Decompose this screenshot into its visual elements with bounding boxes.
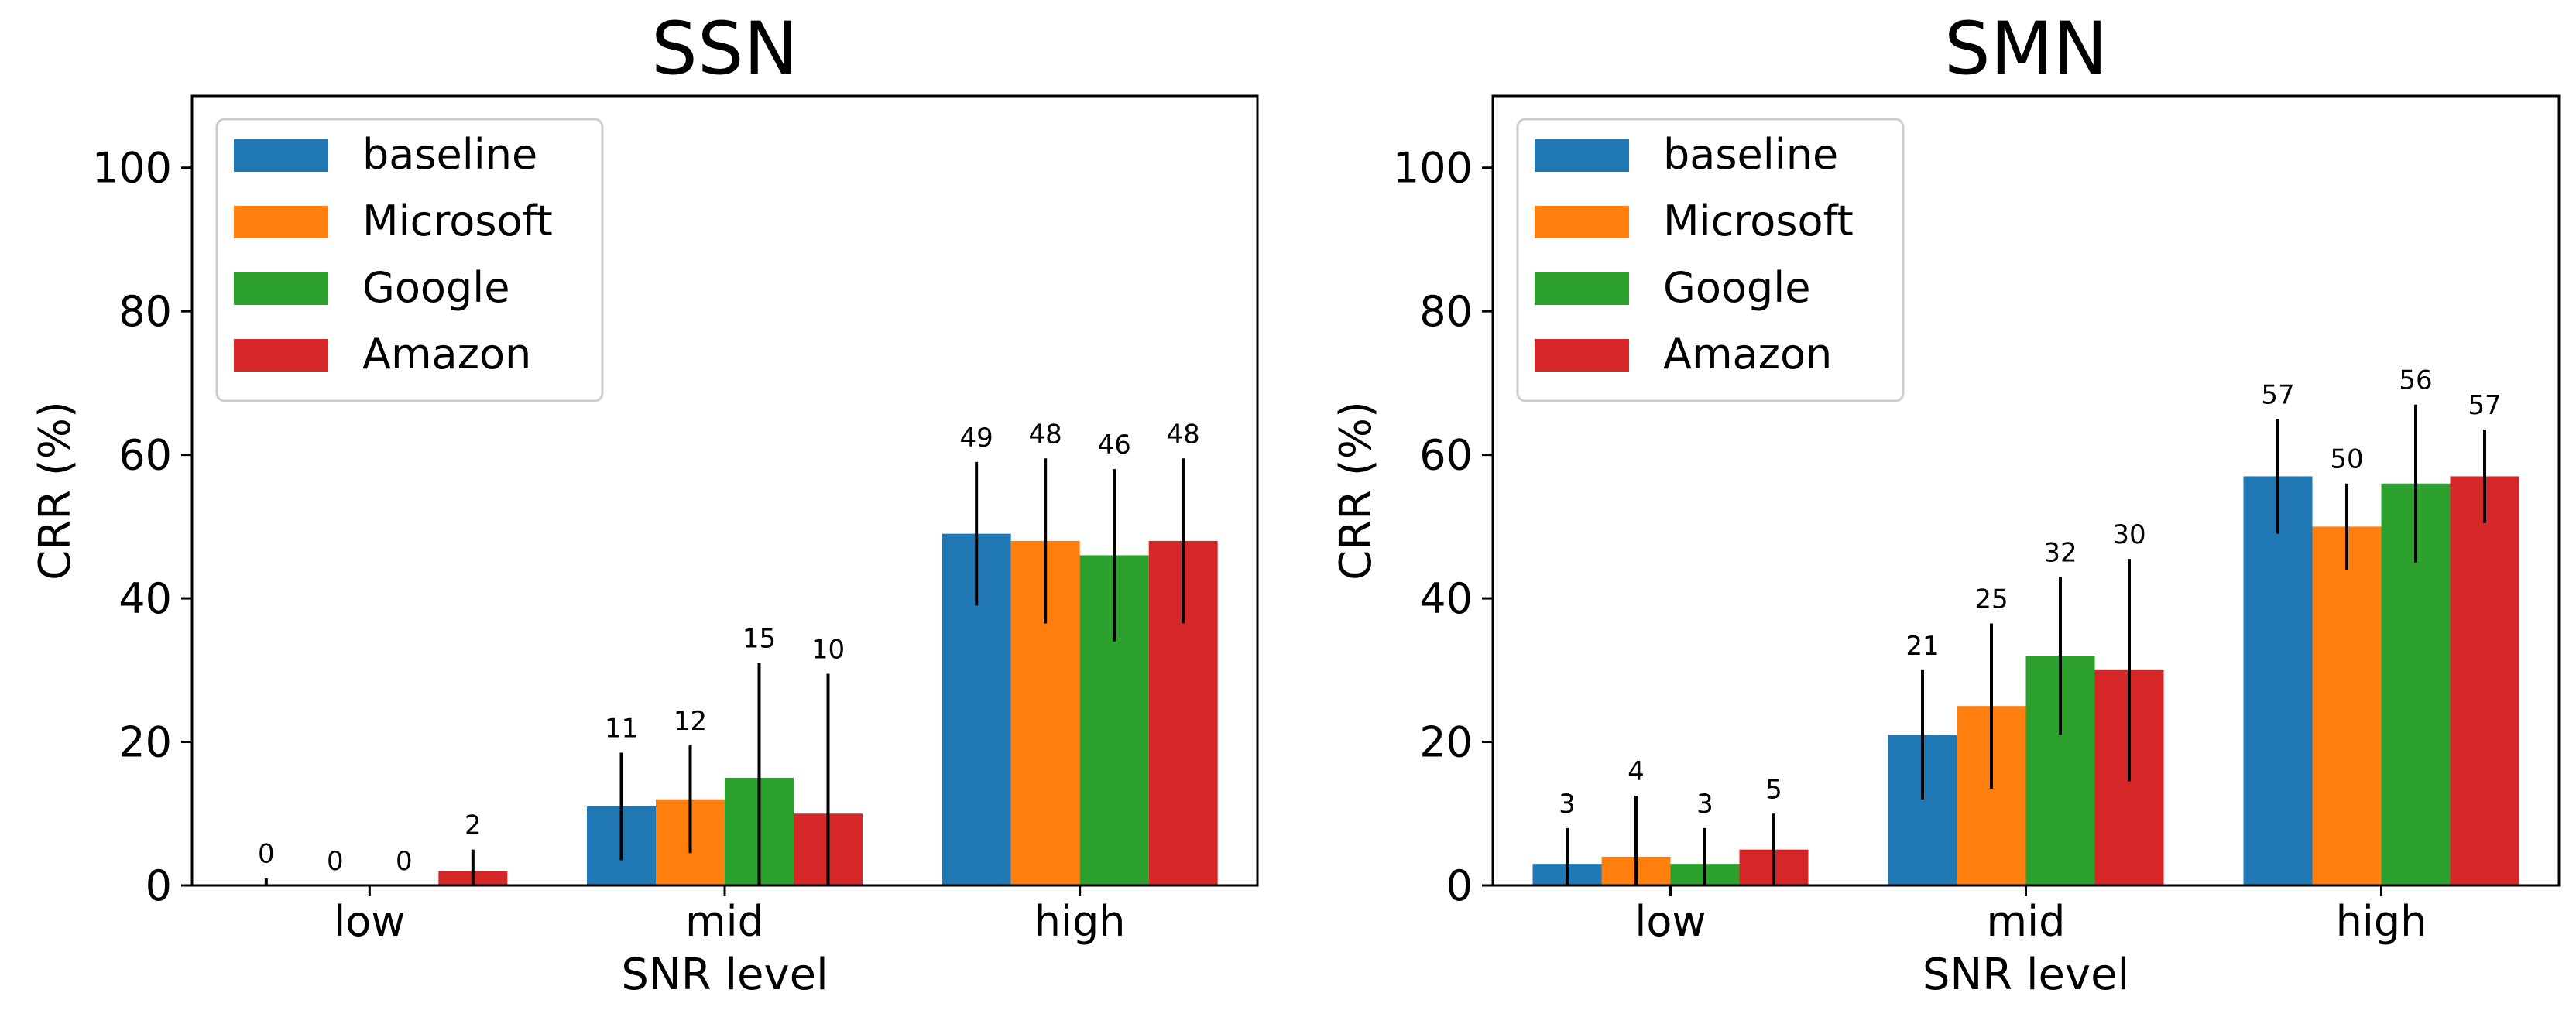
y-tick-label: 0 xyxy=(146,861,172,910)
data-label-baseline-high: 57 xyxy=(2261,379,2294,410)
data-label-google-mid: 15 xyxy=(743,624,776,655)
y-tick-label: 20 xyxy=(1419,718,1473,767)
data-label-microsoft-low: 0 xyxy=(327,846,344,877)
legend-box xyxy=(1516,118,1905,402)
chart-title: SMN xyxy=(1944,7,2108,91)
x-tick-label-low: low xyxy=(334,897,405,946)
x-tick-label-mid: mid xyxy=(685,897,764,946)
data-label-microsoft-high: 50 xyxy=(2330,444,2363,475)
legend-label-amazon: Amazon xyxy=(1663,330,1832,378)
data-label-amazon-high: 57 xyxy=(2468,390,2501,421)
y-tick-label: 100 xyxy=(1393,144,1473,193)
y-tick-label: 80 xyxy=(1419,287,1473,336)
data-label-baseline-mid: 11 xyxy=(605,713,638,744)
data-label-microsoft-mid: 12 xyxy=(674,706,707,737)
legend-label-google: Google xyxy=(1663,263,1810,312)
chart-panel-ssn: 0 11 49 0 12 48 0 15 46 2 10 48 0 20 40 60 80 100 low mid hi… xyxy=(30,7,1259,1000)
legend-swatch-baseline xyxy=(234,139,328,172)
x-axis-label: SNR level xyxy=(1923,950,2129,1000)
legend-swatch-google xyxy=(234,272,328,305)
x-tick-label-high: high xyxy=(2336,897,2427,946)
data-label-google-mid: 32 xyxy=(2043,537,2077,568)
legend-label-microsoft: Microsoft xyxy=(362,197,553,245)
y-tick-label: 60 xyxy=(1419,431,1473,480)
legend-box xyxy=(215,118,604,402)
data-label-baseline-low: 0 xyxy=(258,839,275,870)
chart-title: SSN xyxy=(651,7,798,91)
data-label-microsoft-high: 48 xyxy=(1029,419,1062,450)
data-label-google-high: 56 xyxy=(2399,365,2432,396)
legend-label-baseline: baseline xyxy=(1663,130,1838,179)
x-axis-label: SNR level xyxy=(621,950,828,1000)
data-label-amazon-low: 5 xyxy=(1765,774,1782,805)
chart-panel-smn: 3 21 57 4 25 50 3 32 56 5 30 57 0 20 40 60 80 100 low mid hi… xyxy=(1331,7,2561,1000)
data-label-amazon-mid: 10 xyxy=(811,634,845,665)
legend-swatch-microsoft xyxy=(234,206,328,238)
data-label-amazon-high: 48 xyxy=(1167,419,1200,450)
legend-label-microsoft: Microsoft xyxy=(1663,197,1854,245)
y-axis-label: CRR (%) xyxy=(30,401,81,580)
bar-microsoft-high xyxy=(2312,526,2382,885)
x-tick-label-low: low xyxy=(1634,897,1706,946)
data-label-google-low: 3 xyxy=(1696,789,1713,820)
data-label-amazon-mid: 30 xyxy=(2112,519,2146,550)
legend-swatch-amazon xyxy=(234,339,328,372)
y-tick-label: 40 xyxy=(1419,574,1473,623)
y-tick-label: 100 xyxy=(92,144,172,193)
legend-swatch-google xyxy=(1535,272,1629,305)
bar-baseline-high xyxy=(2243,476,2313,885)
data-label-google-high: 46 xyxy=(1098,430,1131,461)
legend-label-google: Google xyxy=(362,263,509,312)
data-label-google-low: 0 xyxy=(396,846,413,877)
y-axis-label: CRR (%) xyxy=(1331,401,1381,580)
y-tick-label: 20 xyxy=(118,718,172,767)
legend-swatch-baseline xyxy=(1535,139,1629,172)
y-tick-label: 80 xyxy=(118,287,172,336)
data-label-baseline-mid: 21 xyxy=(1905,631,1939,662)
data-label-microsoft-low: 4 xyxy=(1628,756,1645,787)
x-tick-label-mid: mid xyxy=(1987,897,2066,946)
y-tick-label: 0 xyxy=(1446,861,1473,910)
bar-amazon-high xyxy=(2450,476,2519,885)
data-label-baseline-high: 49 xyxy=(960,423,993,454)
data-label-microsoft-mid: 25 xyxy=(1974,584,2008,615)
legend-swatch-microsoft xyxy=(1535,206,1629,238)
data-label-amazon-low: 2 xyxy=(465,810,482,841)
legend-label-baseline: baseline xyxy=(362,130,537,179)
y-tick-label: 40 xyxy=(118,574,172,623)
legend-label-amazon: Amazon xyxy=(362,330,531,378)
y-tick-label: 60 xyxy=(118,431,172,480)
legend-swatch-amazon xyxy=(1535,339,1629,372)
x-tick-label-high: high xyxy=(1034,897,1126,946)
data-label-baseline-low: 3 xyxy=(1559,789,1576,820)
